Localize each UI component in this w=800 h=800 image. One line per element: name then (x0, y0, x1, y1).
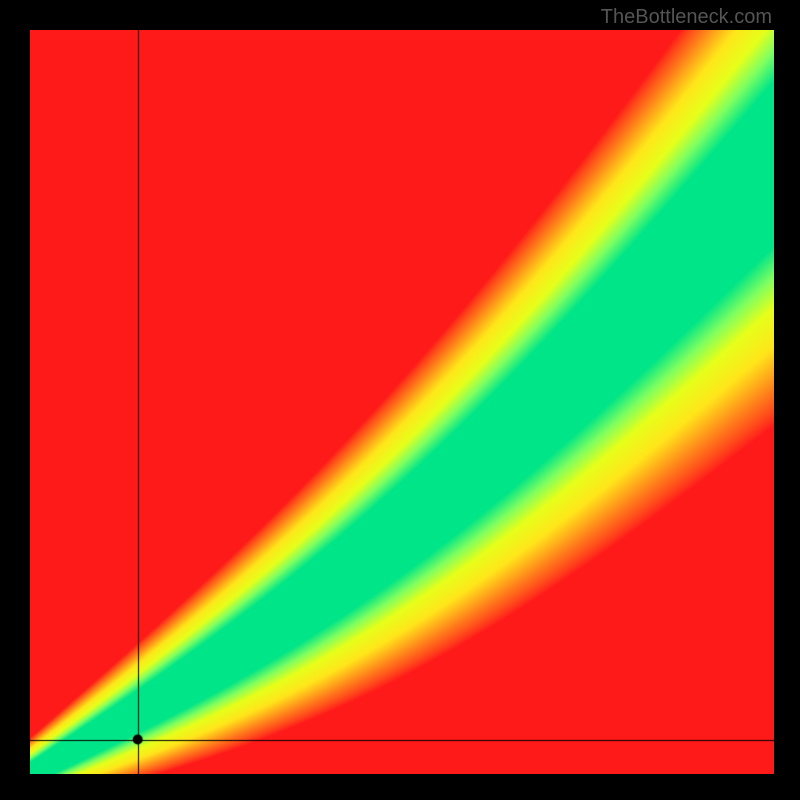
bottleneck-heatmap (30, 30, 774, 774)
watermark: TheBottleneck.com (601, 6, 772, 29)
heatmap-canvas (30, 30, 774, 774)
